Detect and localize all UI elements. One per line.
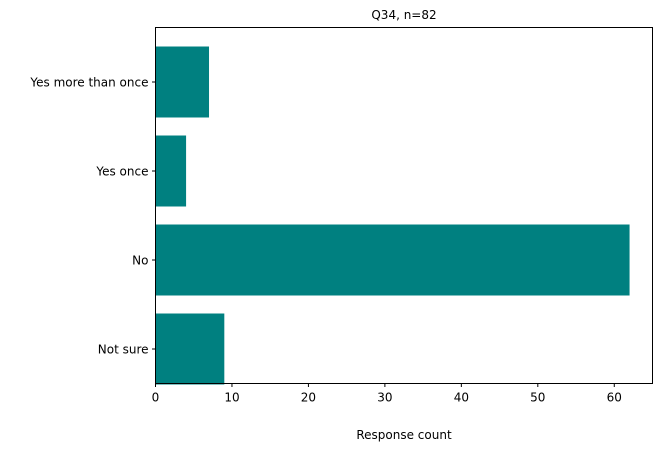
x-tick-label: 0 [152, 391, 160, 405]
x-axis-label: Response count [356, 428, 452, 442]
bar-yes-once [155, 135, 187, 207]
bar-not-sure [155, 313, 225, 385]
y-tick-label: Yes once [95, 165, 148, 179]
x-tick-label: 20 [301, 391, 316, 405]
x-tick-label: 10 [224, 391, 239, 405]
y-axis: Yes more than once Yes once No Not sure [29, 76, 156, 357]
x-tick-label: 60 [607, 391, 622, 405]
y-tick-label: Not sure [98, 343, 149, 357]
x-tick-label: 40 [454, 391, 469, 405]
y-tick-label: No [132, 254, 148, 268]
bars [155, 46, 630, 385]
plot-frame [155, 27, 653, 384]
y-tick-label: Yes more than once [29, 76, 148, 90]
chart-title: Q34, n=82 [371, 8, 436, 22]
bar-yes-more-than-once [155, 46, 210, 118]
x-tick-label: 50 [530, 391, 545, 405]
x-tick-label: 30 [377, 391, 392, 405]
bar-no [155, 224, 630, 296]
x-axis: 0 10 20 30 40 50 60 [152, 383, 622, 405]
